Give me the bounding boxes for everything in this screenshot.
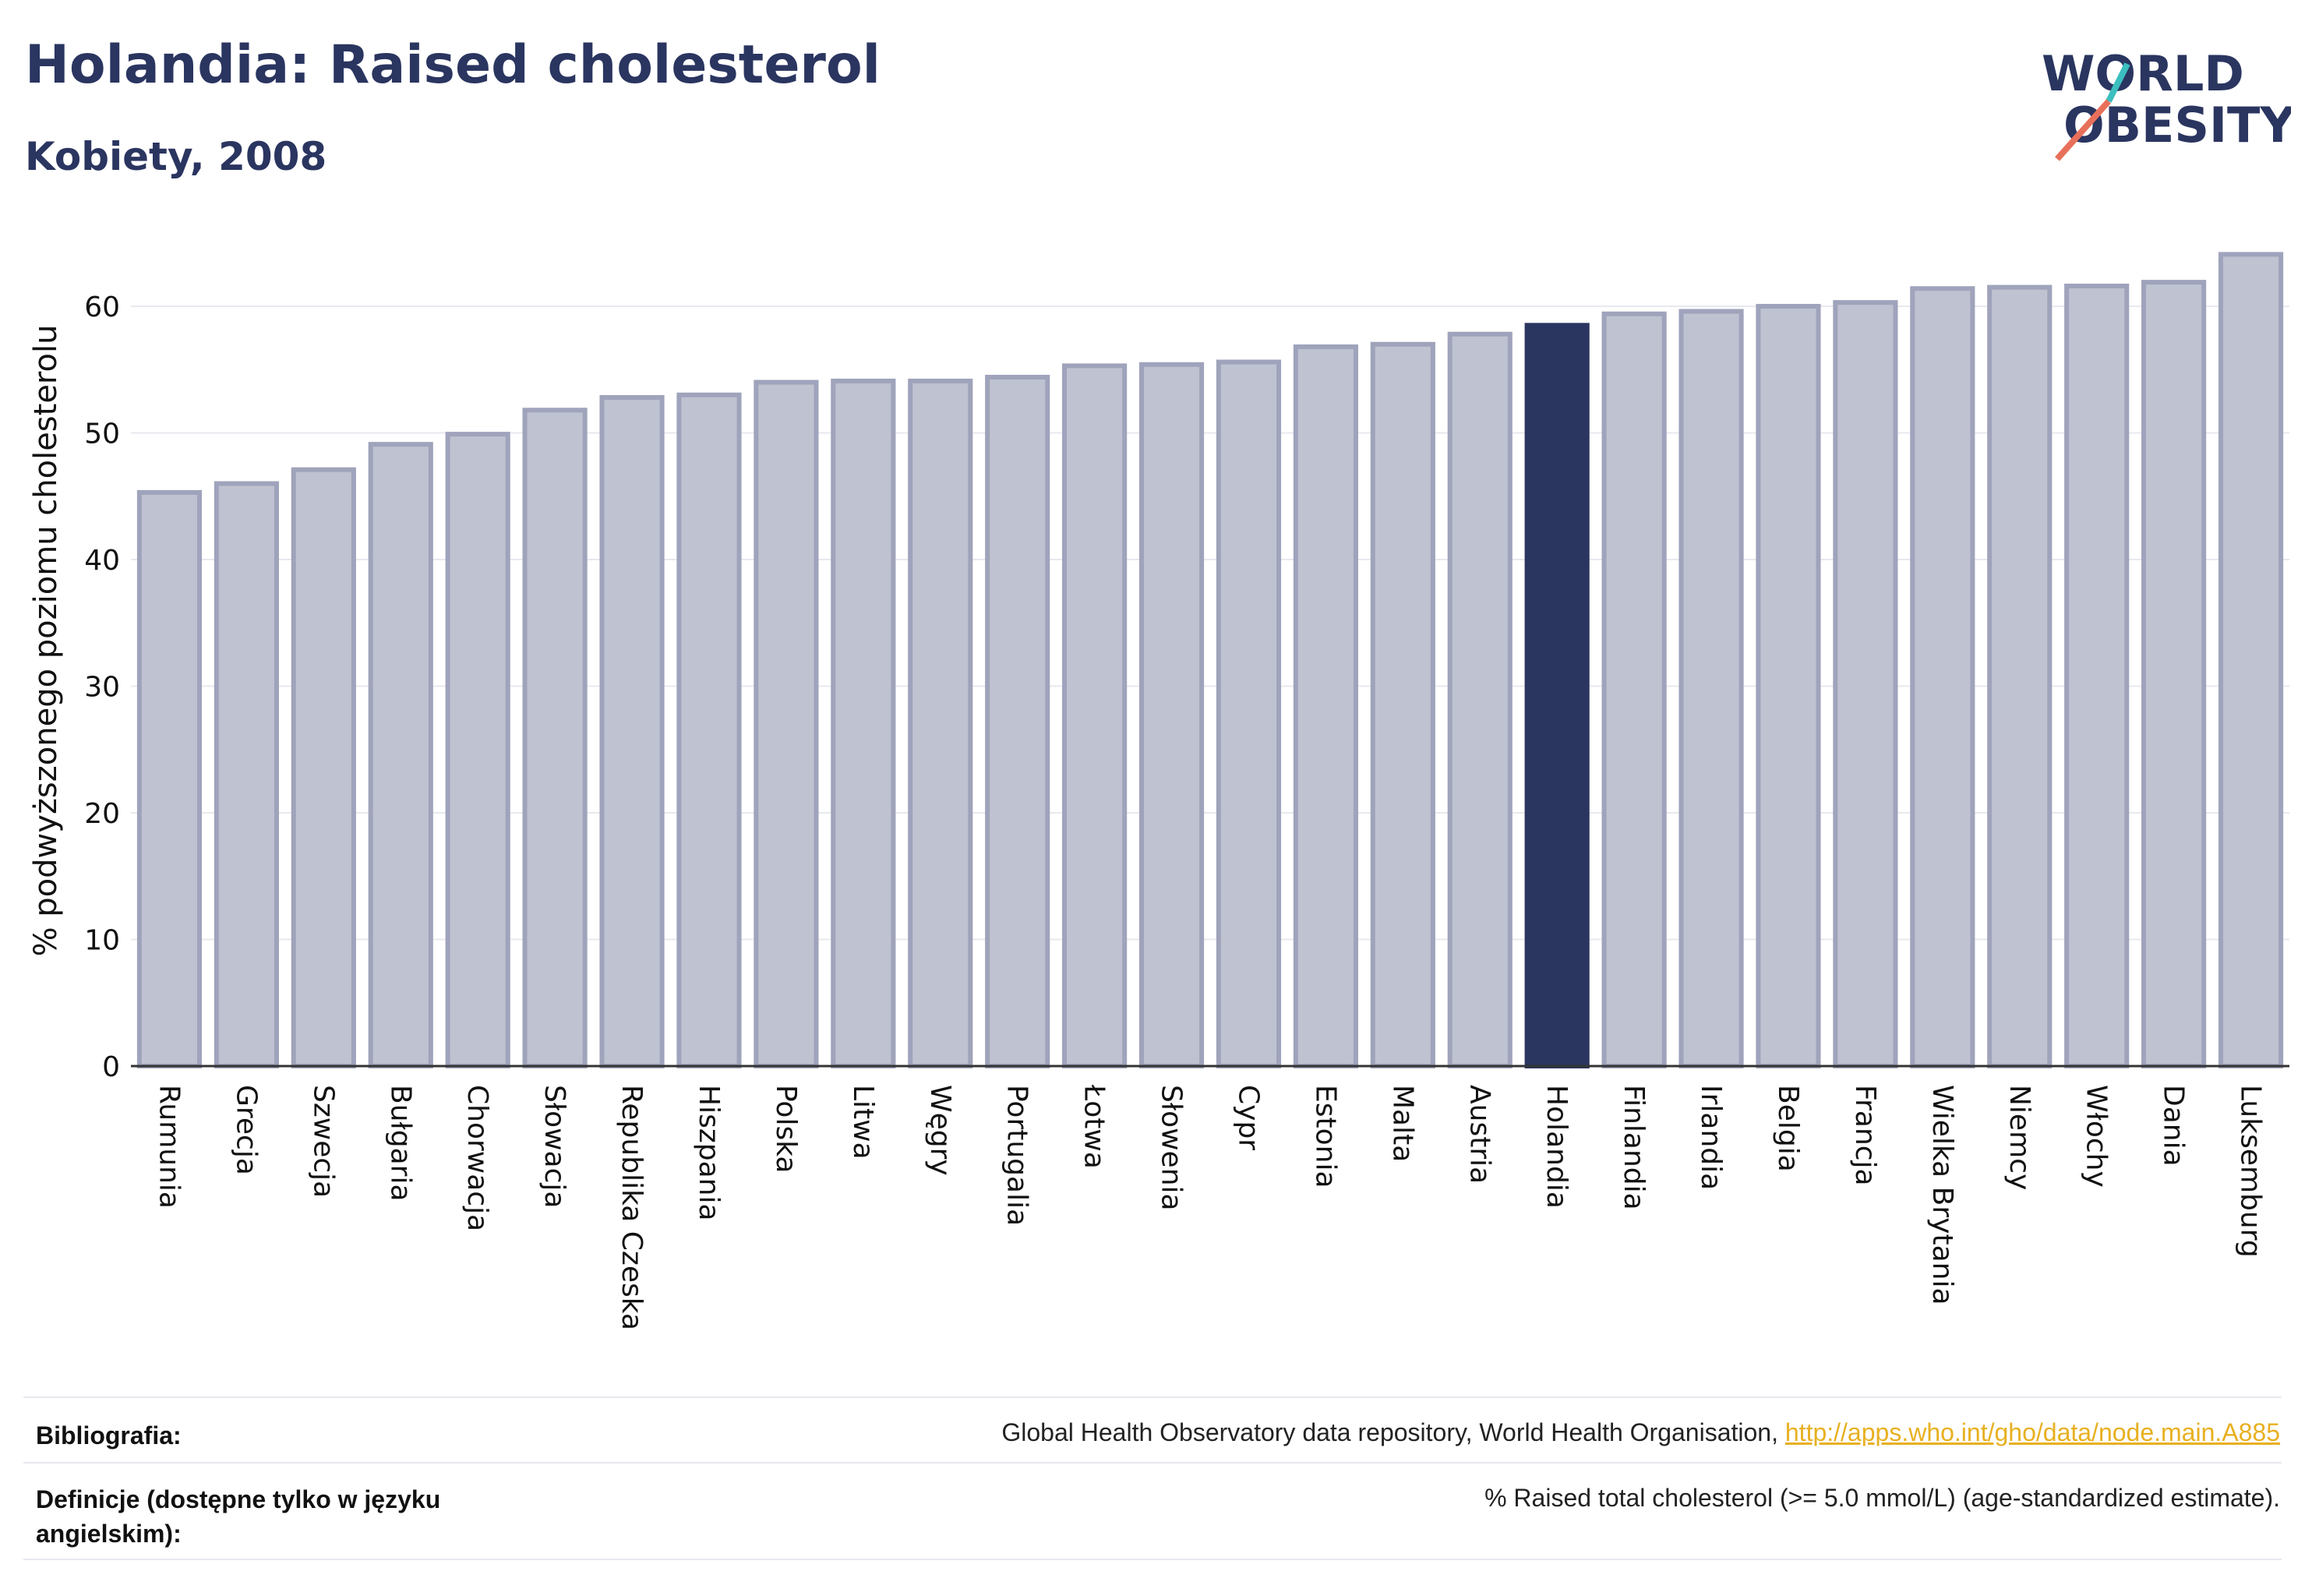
x-tick-label: Wielka Brytania: [1926, 1085, 1958, 1305]
x-tick-label: Łotwa: [1078, 1084, 1110, 1169]
axis-layer: 0 10 20 30 40 50 60 Rumunia Grecja Szwecja Bułgari…: [84, 291, 2289, 1330]
x-tick-label: Rumunia: [153, 1085, 185, 1209]
x-tick-label: Estonia: [1309, 1085, 1341, 1188]
bibliography-value: Global Health Observatory data repositor…: [1001, 1418, 2280, 1447]
y-axis-label: % podwyższonego poziomu cholesterolu: [28, 325, 64, 957]
x-tick-label: Francja: [1849, 1085, 1881, 1186]
bar-francja: [1833, 300, 1898, 1068]
bar-finlandia: [1601, 311, 1667, 1068]
x-tick-label: Hiszpania: [693, 1085, 725, 1221]
bar-dania: [2141, 280, 2207, 1068]
bar-słowenia: [1138, 362, 1205, 1068]
bar-malta: [1370, 341, 1435, 1068]
x-tick-label: Portugalia: [1001, 1085, 1033, 1226]
bar-łotwa: [1062, 363, 1128, 1068]
x-tick-label: Bułgaria: [384, 1085, 416, 1202]
x-tick-label: Irlandia: [1695, 1085, 1727, 1190]
x-tick-label: Niemcy: [2003, 1085, 2035, 1190]
x-tick-label: Dania: [2158, 1085, 2190, 1167]
page-subtitle: Kobiety, 2008: [25, 134, 327, 179]
definitions-value: % Raised total cholesterol (>= 5.0 mmol/…: [1484, 1484, 2280, 1512]
x-tick-label: Belgia: [1772, 1085, 1804, 1172]
x-tick-label: Węgry: [924, 1085, 956, 1176]
x-tick-label: Grecja: [230, 1085, 262, 1175]
bar-słowacja: [522, 408, 588, 1068]
bar-layer: [136, 252, 2284, 1068]
bar-bułgaria: [368, 442, 433, 1068]
x-tick-label: Malta: [1386, 1085, 1418, 1162]
x-tick-label: Włochy: [2081, 1085, 2113, 1188]
bar-irlandia: [1678, 309, 1744, 1068]
bar-portugalia: [985, 375, 1050, 1068]
page-title: Holandia: Raised cholesterol: [25, 34, 881, 96]
bar-hiszpania: [676, 392, 742, 1068]
definitions-label: Definicje (dostępne tylko w języku angie…: [36, 1485, 441, 1548]
bar-szwecja: [291, 467, 356, 1068]
bar-niemcy: [1987, 284, 2053, 1068]
x-tick-label: Polska: [770, 1085, 802, 1173]
x-tick-label: Cypr: [1232, 1085, 1264, 1150]
world-obesity-logo: WORLD OBESITY: [2042, 45, 2291, 161]
y-tick-label: 20: [84, 798, 120, 830]
bibliography-text: Global Health Observatory data repositor…: [1001, 1418, 1785, 1446]
bar-rumunia: [136, 489, 203, 1068]
x-tick-label: Szwecja: [307, 1085, 339, 1198]
bar-luksemburg: [2218, 252, 2284, 1068]
y-tick-label: 50: [84, 418, 120, 450]
y-tick-label: 60: [84, 291, 120, 323]
footer-divider-top: [23, 1396, 2282, 1398]
x-tick-label: Słowacja: [538, 1085, 570, 1208]
x-tick-label: Republika Czeska: [616, 1085, 648, 1330]
bar-włochy: [2064, 284, 2130, 1068]
bar-litwa: [831, 378, 896, 1068]
y-tick-label: 10: [84, 925, 120, 957]
bar-węgry: [908, 378, 973, 1068]
x-tick-label: Słowenia: [1156, 1085, 1188, 1211]
x-tick-label: Finlandia: [1618, 1085, 1650, 1210]
bar-wielka-brytania: [1910, 286, 1975, 1068]
bar-chorwacja: [445, 432, 510, 1068]
bibliography-label: Bibliografia:: [36, 1421, 182, 1449]
logo-line-1: WORLD: [2042, 45, 2244, 102]
bar-austria: [1447, 331, 1513, 1068]
bar-holandia: [1524, 323, 1590, 1068]
y-tick-label: 30: [84, 672, 120, 704]
x-tick-label: Holandia: [1541, 1085, 1573, 1209]
y-tick-label: 40: [84, 545, 120, 577]
footer-divider-bottom: [23, 1559, 2282, 1560]
x-tick-label: Litwa: [847, 1085, 879, 1160]
x-tick-label: Austria: [1463, 1085, 1495, 1184]
bar-chart: 0 10 20 30 40 50 60 Rumunia Grecja Szwecja Bułgari…: [28, 252, 2289, 1330]
bar-cypr: [1216, 359, 1282, 1068]
logo-slash-teal: [2106, 62, 2130, 103]
logo-slash-coral: [2055, 99, 2111, 161]
bar-belgia: [1756, 304, 1821, 1068]
bibliography-link[interactable]: http://apps.who.int/gho/data/node.main.A…: [1784, 1418, 2280, 1446]
x-tick-label: Luksemburg: [2235, 1085, 2267, 1258]
x-tick-label: Chorwacja: [461, 1085, 493, 1231]
y-tick-label: 0: [102, 1051, 120, 1083]
bar-estonia: [1293, 344, 1358, 1068]
bar-grecja: [214, 481, 279, 1068]
bar-republika-czeska: [599, 395, 665, 1068]
bar-polska: [754, 380, 819, 1068]
footer-divider-middle: [23, 1462, 2282, 1464]
